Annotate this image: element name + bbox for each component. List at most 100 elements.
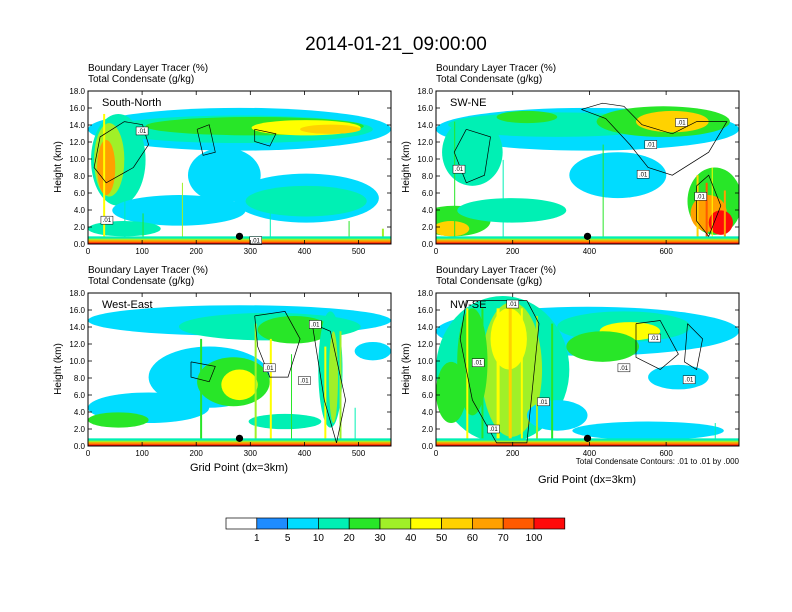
panel-1-xtick-label-3: 300	[244, 247, 258, 256]
panel-1-field-region-10	[245, 185, 367, 217]
panel-1-contour-label-1: .01	[103, 218, 112, 224]
panel-3-field-region-11	[248, 413, 322, 430]
panel-2-contour-label-box-0	[644, 140, 658, 149]
panel-4-streak-4	[520, 308, 523, 446]
panel-4-streak-6	[551, 323, 554, 446]
panel-1-streak-5	[348, 221, 350, 244]
panel-4-contour-label-box-5	[537, 397, 550, 407]
panel-4-ytick-label-0: 0.0	[422, 442, 434, 451]
panel-1-ytick-label-4: 8.0	[74, 172, 86, 181]
panel-2-xtick-label-3: 600	[659, 247, 673, 256]
panel-3-field-region-9	[88, 412, 149, 428]
panel-4-ytick-label-5: 10.0	[417, 357, 433, 366]
panel-4-streak-1	[481, 308, 484, 446]
panel-3-name: West-East	[102, 299, 153, 311]
panel-2-contour-1	[453, 128, 491, 184]
panel-4-ytick-label-7: 14.0	[417, 323, 433, 332]
panel-nw-se: .01 .01 .01 .01 .01 .01 .01 NW-SE 0.0 2.0 4.0 6.0 8.…	[417, 289, 740, 458]
contour-footnote: Total Condensate Contours: .01 to .01 by…	[576, 457, 740, 466]
panel-3-contour-1	[311, 323, 346, 443]
panel-2-frame	[435, 90, 740, 245]
colorbar-label-0: 1	[254, 533, 260, 544]
panel-4-contour-label-box-3	[617, 363, 631, 373]
panel-1-contour-label-box-1	[100, 215, 114, 225]
panel-3-ytick-label-1: 2.0	[74, 425, 86, 434]
panel-1-streak-3	[181, 182, 183, 244]
panel-4-contour-label-1: .01	[650, 336, 659, 342]
panel-2-contour-label-box-1	[675, 118, 688, 127]
panel-4-contour-2	[684, 323, 703, 371]
panel-2-boundary-band-4	[436, 242, 739, 244]
panel-3-contour-2	[190, 361, 216, 383]
panel-4-ytick-label-9: 18.0	[417, 289, 433, 298]
panel-4-contour-1	[635, 320, 679, 370]
panel-4-contour-label-5: .01	[539, 400, 548, 406]
panel-1-name: South-North	[102, 97, 161, 109]
panel-4-field-region-11	[572, 421, 724, 440]
panel-3-xtick-label-0: 0	[86, 449, 91, 458]
panel-2-field-region-5	[442, 118, 503, 186]
panel-2-contour-label-box-2	[452, 164, 466, 174]
panel-1-ytick-label-9: 18.0	[69, 87, 85, 96]
panel-2-ytick-label-4: 8.0	[422, 172, 434, 181]
panel-2-field-region-8	[457, 198, 567, 223]
panel-4-contour-label-2: .01	[474, 361, 483, 367]
panel-3-field-region-2	[257, 315, 331, 344]
colorbar-swatch-10	[533, 517, 566, 530]
panel-2-ytick-label-9: 18.0	[417, 87, 433, 96]
panel-1-field-region-7	[97, 139, 116, 196]
panel-3-contour-label-box-0	[309, 320, 322, 329]
colorbar-swatch-5	[379, 517, 412, 530]
panel-3-xtick-label-4: 400	[298, 449, 312, 458]
panel-3-location-marker	[235, 434, 244, 442]
panel-2-streak-6	[723, 190, 726, 244]
panel-2-contour-2	[696, 174, 722, 237]
panel-4-contour-label-0: .01	[509, 302, 518, 308]
panel-4-name: NW-SE	[450, 299, 486, 311]
panel-1-contour-2	[254, 128, 277, 147]
panel-3-header-line2: Total Condensate (g/kg)	[88, 276, 194, 287]
panel-4-frame	[435, 292, 740, 447]
panel-4-ytick-label-4: 8.0	[422, 374, 434, 383]
colorbar-swatch-3	[318, 517, 350, 530]
panel-3-streak-1	[254, 323, 257, 446]
panel-4-streak-5	[535, 315, 538, 446]
panel-4-ytick-label-2: 4.0	[422, 408, 434, 417]
panel-3-streak-3	[291, 354, 293, 446]
panel-2-field-region-3	[635, 110, 709, 133]
panel-1-location-marker	[235, 232, 244, 240]
panel-4-contour-label-box-4	[682, 375, 696, 384]
panel-4-ytick-label-6: 12.0	[417, 340, 433, 349]
panel-1-ytick-label-5: 10.0	[69, 155, 85, 164]
panel-1-frame	[87, 90, 392, 245]
colorbar-label-6: 50	[436, 533, 448, 544]
panel-1-ylabel: Height (km)	[53, 141, 64, 193]
panel-4-contour-label-box-6	[487, 424, 500, 434]
panel-3-streak-5	[339, 331, 342, 446]
panel-4-ytick-label-1: 2.0	[422, 425, 434, 434]
panel-3-streak-6	[354, 407, 356, 446]
panel-2-field	[436, 91, 739, 244]
panel-3-ytick-label-5: 10.0	[69, 357, 85, 366]
panel-west-east: .01 .01 .01 West-East 0.0 2.0 4.0 6.0 8.0 10.0 12.…	[69, 289, 392, 458]
panel-3-streak-0	[200, 338, 203, 446]
panel-1-ytick-label-0: 0.0	[74, 240, 86, 249]
panel-3-xlabel: Grid Point (dx=3km)	[190, 462, 288, 474]
panel-2-field-region-11	[708, 210, 733, 235]
panel-4-contour-label-6: .01	[489, 427, 498, 433]
panel-1-ytick-label-3: 6.0	[74, 189, 86, 198]
colorbar-label-5: 40	[405, 533, 417, 544]
colorbar-label-1: 5	[285, 533, 291, 544]
panel-2-contour-label-box-3	[636, 170, 650, 179]
panel-2-header-line2: Total Condensate (g/kg)	[436, 74, 542, 85]
panel-2-xtick-label-0: 0	[434, 247, 439, 256]
panel-4-xtick-label-3: 600	[659, 449, 673, 458]
panel-2-contour-label-0: .01	[647, 143, 656, 149]
panel-2-field-region-12	[569, 152, 667, 199]
figure-title: 2014-01-21_09:00:00	[305, 34, 487, 55]
panel-4-xlabel: Grid Point (dx=3km)	[538, 474, 636, 486]
panel-south-north: .01 .01 .01 South-North 0.0 2.0 4.0 6.0 8.0 10.0 1…	[69, 87, 392, 256]
panel-3-ytick-label-0: 0.0	[74, 442, 86, 451]
panel-3-frame	[87, 292, 392, 447]
